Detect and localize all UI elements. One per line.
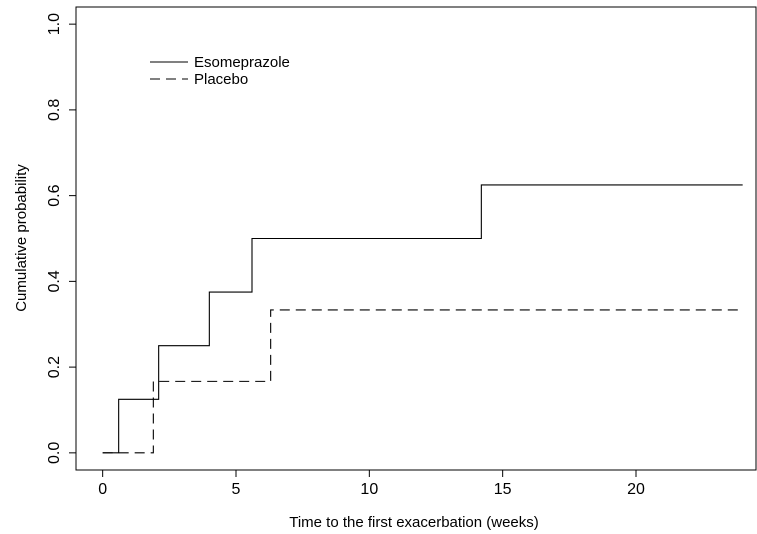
series-line-esomeprazole bbox=[102, 184, 743, 454]
y-tick-label: 1.0 bbox=[46, 13, 63, 35]
series-line-placebo bbox=[102, 309, 743, 454]
x-tick-label: 0 bbox=[98, 481, 107, 498]
x-axis-label: Time to the first exacerbation (weeks) bbox=[289, 514, 539, 531]
y-tick-label: 0.4 bbox=[46, 270, 63, 292]
legend-label: Esomeprazole bbox=[194, 54, 290, 71]
x-tick-label: 5 bbox=[232, 481, 241, 498]
y-tick-label: 0.0 bbox=[46, 442, 63, 464]
series-layer bbox=[102, 184, 743, 454]
y-tick-label: 0.6 bbox=[46, 184, 63, 206]
y-tick-label: 0.8 bbox=[46, 99, 63, 121]
x-tick-label: 10 bbox=[360, 481, 378, 498]
x-axis: 0 5 10 15 20 bbox=[98, 469, 645, 498]
y-axis-label: Cumulative probability bbox=[13, 164, 30, 312]
y-axis: 0.0 0.2 0.4 0.6 0.8 1.0 bbox=[46, 13, 77, 464]
x-tick-label: 15 bbox=[494, 481, 512, 498]
x-tick-label: 20 bbox=[627, 481, 645, 498]
legend-label: Placebo bbox=[194, 71, 248, 88]
y-tick-label: 0.2 bbox=[46, 356, 63, 378]
